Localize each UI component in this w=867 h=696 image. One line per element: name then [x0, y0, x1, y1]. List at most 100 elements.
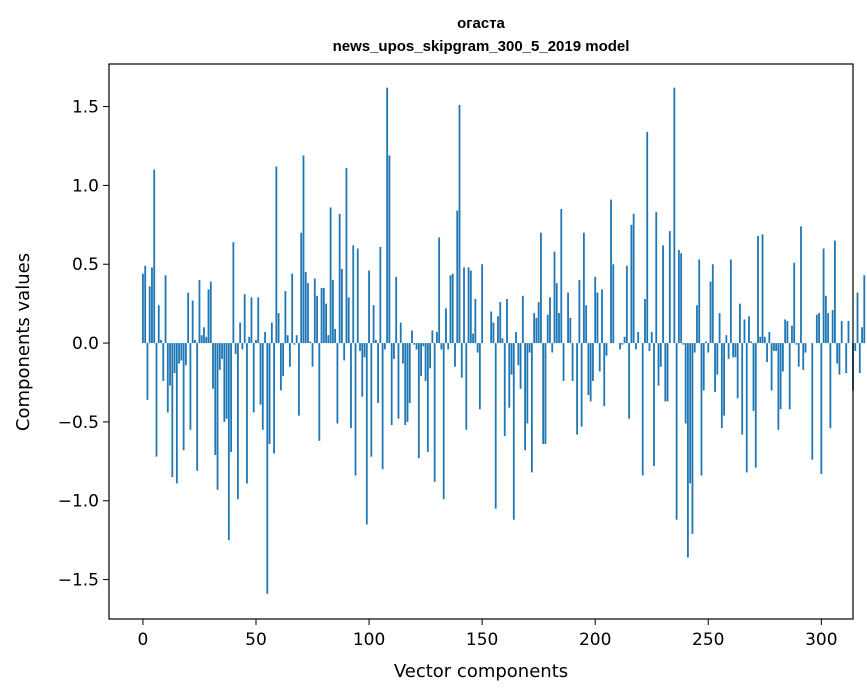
- bar-319: [863, 275, 866, 344]
- bar-238: [680, 253, 683, 344]
- bar-148: [476, 343, 479, 353]
- bar-308: [838, 343, 841, 375]
- bar-232: [666, 343, 669, 402]
- bar-251: [709, 281, 712, 344]
- x-tick-label: 150: [466, 630, 498, 650]
- bar-159: [501, 338, 504, 344]
- bar-280: [775, 343, 778, 351]
- bar-179: [546, 314, 549, 344]
- bar-203: [601, 289, 603, 344]
- bar-57: [270, 322, 273, 344]
- bar-278: [770, 343, 773, 391]
- bar-86: [336, 343, 339, 424]
- bar-59: [275, 166, 278, 344]
- bar-166: [517, 343, 520, 366]
- bar-25: [198, 280, 201, 344]
- bar-133: [442, 343, 445, 500]
- bar-131: [438, 237, 441, 344]
- bar-277: [768, 332, 771, 344]
- bar-40: [232, 242, 235, 344]
- y-tick-label: 0.5: [72, 255, 99, 275]
- bar-239: [682, 343, 685, 345]
- bar-145: [469, 270, 472, 344]
- bar-142: [463, 267, 465, 344]
- bar-68: [295, 335, 298, 344]
- bar-73: [307, 283, 309, 344]
- bar-99: [365, 343, 368, 525]
- bar-87: [338, 213, 341, 344]
- bar-130: [436, 332, 438, 344]
- y-tick-label: 1.5: [72, 98, 99, 118]
- x-axis-ticks: 0 50 100 150 200 250 300: [138, 619, 838, 650]
- bar-266: [743, 319, 746, 344]
- bar-3: [148, 286, 151, 344]
- bar-88: [341, 268, 343, 344]
- bar-11: [166, 343, 169, 413]
- bar-63: [284, 291, 287, 344]
- bar-119: [411, 330, 413, 344]
- bar-185: [560, 209, 563, 344]
- bar-218: [635, 343, 637, 350]
- bar-216: [630, 224, 633, 344]
- bar-8: [160, 339, 162, 344]
- bar-177: [542, 343, 545, 444]
- bar-149: [478, 343, 481, 410]
- bar-78: [318, 343, 321, 441]
- bar-138: [454, 343, 456, 367]
- bar-5: [153, 169, 156, 344]
- bar-195: [582, 232, 585, 344]
- bar-102: [372, 305, 375, 344]
- bar-246: [698, 259, 701, 344]
- bar-30: [209, 281, 212, 344]
- bar-104: [377, 343, 380, 403]
- x-tick-label: 300: [805, 630, 837, 650]
- bar-12: [169, 343, 171, 386]
- bar-39: [230, 343, 233, 452]
- bar-311: [845, 343, 848, 374]
- bar-173: [533, 313, 536, 344]
- bar-250: [707, 343, 710, 353]
- bar-89: [343, 343, 346, 361]
- bar-44: [241, 343, 244, 350]
- chart-subtitle: news_upos_skipgram_300_5_2019 model: [333, 38, 630, 55]
- bar-83: [329, 207, 332, 344]
- bar-194: [580, 343, 583, 427]
- bar-108: [386, 87, 389, 344]
- bar-155: [492, 322, 495, 344]
- bar-304: [829, 343, 832, 429]
- bar-222: [644, 298, 646, 344]
- bar-66: [291, 273, 294, 344]
- bar-118: [408, 343, 411, 403]
- bar-144: [467, 267, 470, 344]
- bar-90: [345, 168, 348, 344]
- bar-235: [673, 87, 676, 344]
- x-axis-label: Vector components: [394, 661, 568, 682]
- bar-312: [847, 321, 850, 344]
- bar-171: [528, 343, 531, 353]
- bar-291: [800, 226, 802, 344]
- bar-293: [804, 343, 807, 353]
- bar-317: [858, 343, 861, 374]
- bar-150: [481, 264, 484, 344]
- bar-167: [519, 343, 522, 389]
- bar-168: [521, 295, 524, 344]
- bar-37: [225, 343, 228, 419]
- bar-91: [347, 297, 350, 344]
- bar-205: [605, 343, 608, 356]
- bar-184: [558, 313, 560, 344]
- bar-23: [194, 339, 196, 344]
- bar-188: [567, 292, 569, 344]
- bar-70: [300, 232, 303, 344]
- bar-190: [571, 343, 574, 381]
- bar-283: [781, 343, 784, 372]
- bar-124: [422, 343, 425, 347]
- bar-208: [612, 264, 615, 344]
- bar-212: [621, 343, 624, 345]
- bar-9: [162, 343, 165, 381]
- bar-237: [677, 250, 680, 344]
- bar-17: [180, 343, 183, 361]
- bar-253: [714, 343, 716, 392]
- bar-215: [628, 343, 631, 419]
- bar-140: [458, 104, 461, 344]
- bar-254: [716, 343, 719, 375]
